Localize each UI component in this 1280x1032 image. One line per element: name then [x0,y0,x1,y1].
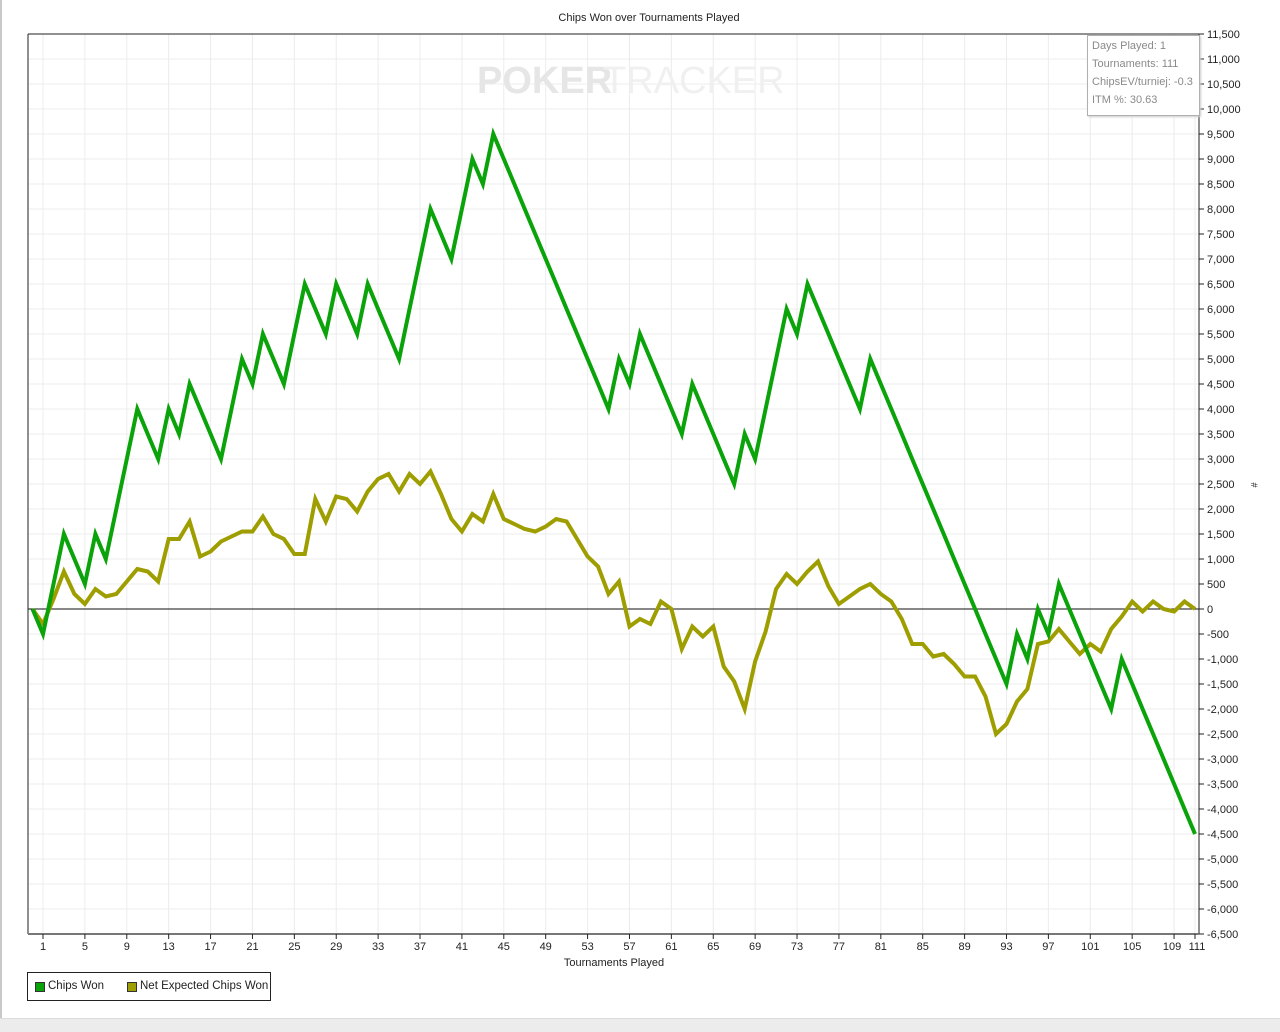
y-tick-label: 10,500 [1207,79,1241,91]
y-tick-label: -6,000 [1207,904,1238,916]
x-tick-label: 17 [204,941,216,953]
y-tick-label: 6,000 [1207,304,1235,316]
y-tick-label: 10,000 [1207,104,1241,116]
x-tick-label: 61 [665,941,677,953]
legend: Chips Won Net Expected Chips Won [27,972,271,1001]
x-tick-label: 53 [581,941,593,953]
legend-swatch-net-expected [127,982,137,992]
watermark: POKER TRACKER [477,60,785,102]
legend-label-chips-won: Chips Won [48,980,104,992]
legend-label-net-expected: Net Expected Chips Won [140,980,268,992]
chips-ev: ChipsEV/turniej: -0.3 [1092,76,1193,88]
x-tick-label: 65 [707,941,719,953]
x-tick-label: 1 [40,941,46,953]
y-tick-label: -4,500 [1207,829,1238,841]
y-tick-label: -2,000 [1207,704,1238,716]
stats-info-box: Days Played: 1 Tournaments: 111 ChipsEV/… [1087,35,1200,116]
x-tick-label: 33 [372,941,384,953]
x-tick-label: 93 [1000,941,1012,953]
y-tick-label: 2,500 [1207,479,1235,491]
y-tick-label: -5,500 [1207,879,1238,891]
y-tick-label: 8,000 [1207,204,1235,216]
x-tick-label: 29 [330,941,342,953]
y-tick-label: -2,500 [1207,729,1238,741]
x-tick-label: 73 [791,941,803,953]
y-tick-label: 9,000 [1207,154,1235,166]
y-tick-label: 11,000 [1207,54,1240,66]
y-tick-label: -6,500 [1207,929,1238,941]
y-axis-ticks: 11,500 11,000 10,500 10,000 9,500 9,000 8,500 8… [1199,29,1241,941]
y-tick-label: 500 [1207,579,1225,591]
y-tick-label: 7,000 [1207,254,1235,266]
y-tick-label: 11,500 [1207,29,1240,41]
x-tick-label: 81 [875,941,887,953]
x-tick-label: 9 [124,941,130,953]
x-tick-label: 13 [163,941,175,953]
chart-title: Chips Won over Tournaments Played [558,12,739,24]
x-tick-label: 45 [498,941,510,953]
watermark-logo-light: TRACKER [603,60,785,102]
y-tick-label: 4,000 [1207,404,1235,416]
x-tick-label: 5 [82,941,88,953]
x-tick-label: 111 [1189,941,1206,953]
x-tick-label: 105 [1123,941,1141,953]
y-tick-label: -5,000 [1207,854,1238,866]
tournaments-count: Tournaments: 111 [1092,58,1178,70]
status-bar [0,1018,1280,1032]
x-tick-label: 57 [623,941,635,953]
x-tick-label: 101 [1081,941,1099,953]
y-tick-label: 6,500 [1207,279,1235,291]
y-tick-label: 5,000 [1207,354,1235,366]
y-tick-label: 9,500 [1207,129,1235,141]
x-axis-label: Tournaments Played [564,957,664,969]
x-tick-label: 77 [833,941,845,953]
x-tick-label: 21 [246,941,258,953]
y-tick-label: 0 [1207,604,1213,616]
x-tick-label: 89 [958,941,970,953]
itm-percent: ITM %: 30.63 [1092,94,1157,106]
x-tick-label: 49 [540,941,552,953]
y-tick-label: -500 [1207,629,1229,641]
x-tick-label: 109 [1163,941,1181,953]
y-tick-label: -1,500 [1207,679,1238,691]
y-tick-label: 8,500 [1207,179,1235,191]
y-tick-label: -3,000 [1207,754,1238,766]
y-tick-label: -4,000 [1207,804,1238,816]
y-axis-label: # [1249,482,1259,487]
y-tick-label: 5,500 [1207,329,1235,341]
y-tick-label: -3,500 [1207,779,1238,791]
days-played: Days Played: 1 [1092,40,1166,52]
y-tick-label: 4,500 [1207,379,1235,391]
x-tick-label: 69 [749,941,761,953]
y-tick-label: -1,000 [1207,654,1238,666]
series-line-net-expected-chips-won [33,472,1196,735]
y-tick-label: 1,000 [1207,554,1235,566]
watermark-logo: POKER [477,60,612,102]
x-tick-label: 25 [288,941,300,953]
y-tick-label: 7,500 [1207,229,1235,241]
legend-swatch-chips-won [35,982,45,992]
x-tick-label: 85 [917,941,929,953]
x-tick-label: 97 [1042,941,1054,953]
grid [28,34,1199,934]
y-tick-label: 2,000 [1207,504,1235,516]
y-tick-label: 1,500 [1207,529,1235,541]
x-tick-label: 37 [414,941,426,953]
x-tick-label: 41 [456,941,468,953]
y-tick-label: 3,000 [1207,454,1235,466]
x-axis-ticks: 1 5 9 13 17 21 25 29 33 37 41 45 49 53 57 61 65 69 73 77 81 8… [40,934,1205,953]
y-tick-label: 3,500 [1207,429,1235,441]
